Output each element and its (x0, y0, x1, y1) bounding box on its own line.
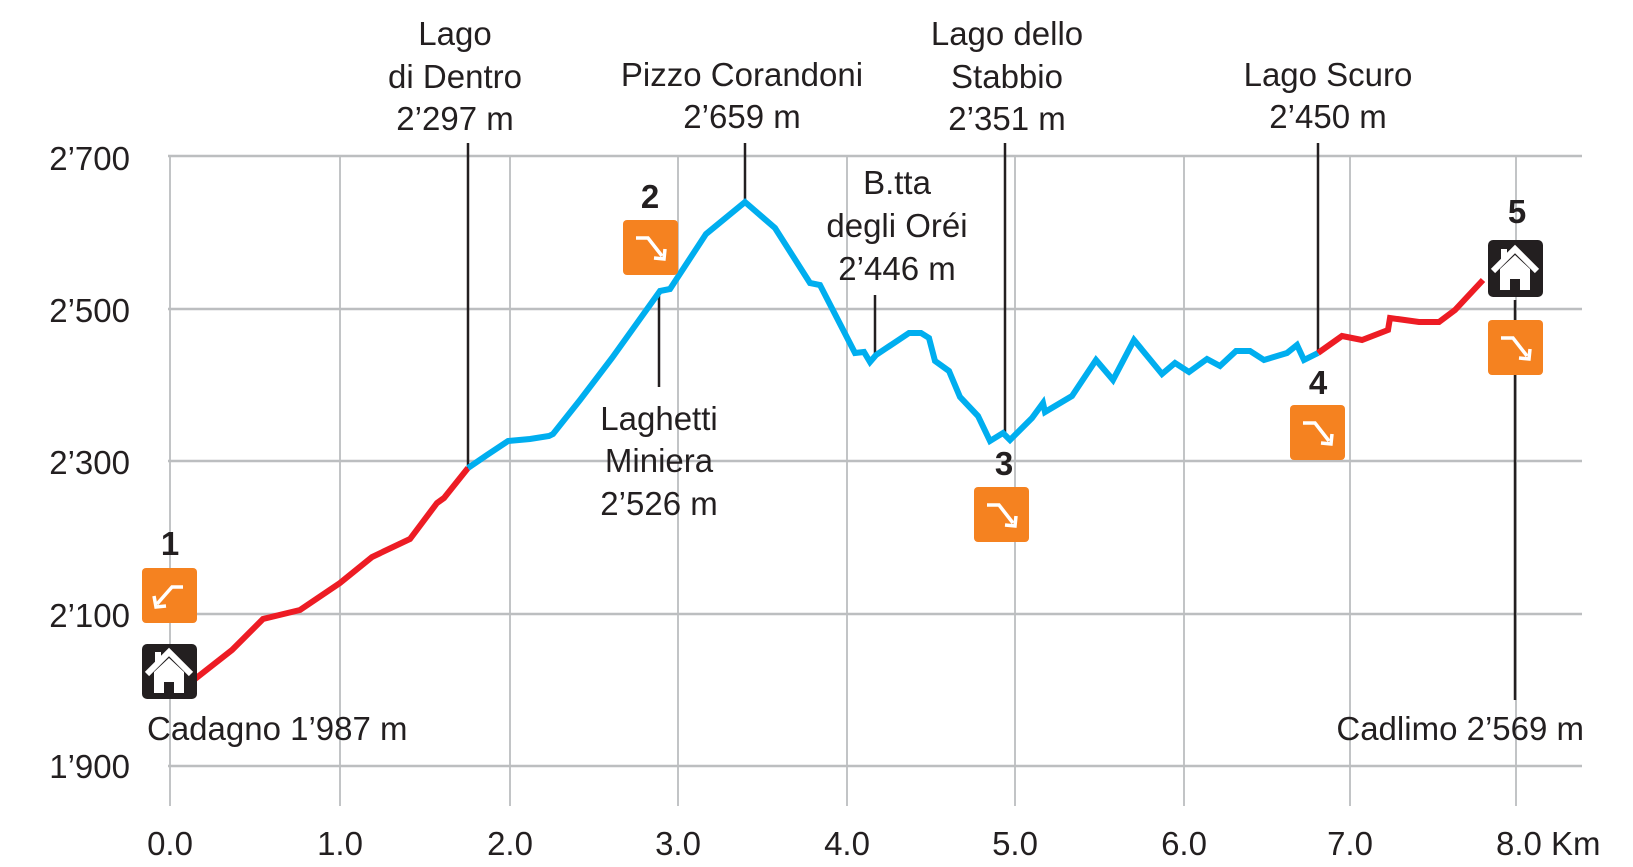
ascent-arrow-icon (142, 568, 197, 623)
svg-text:1: 1 (161, 525, 179, 562)
y-tick-2500: 2’500 (49, 292, 130, 329)
grid (168, 154, 1582, 768)
ascent-segment-red-end (1316, 277, 1486, 356)
x-tick-1: 1.0 (317, 825, 363, 862)
y-tick-2700: 2’700 (49, 140, 130, 177)
svg-text:4: 4 (1309, 364, 1328, 401)
label-lago-scuro: Lago Scuro 2’450 m (1244, 56, 1413, 135)
label-laghetti-miniera: Laghetti Miniera 2’526 m (600, 400, 717, 522)
y-tick-2300: 2’300 (49, 444, 130, 481)
svg-text:2’351 m: 2’351 m (948, 100, 1065, 137)
svg-text:2’446 m: 2’446 m (838, 250, 955, 287)
svg-text:Lago: Lago (418, 15, 491, 52)
waypoint-2: 2 (623, 178, 678, 275)
label-pizzo-corandoni: Pizzo Corandoni 2’659 m (621, 56, 863, 135)
svg-text:2’450 m: 2’450 m (1269, 98, 1386, 135)
waypoint-3: 3 (974, 445, 1029, 542)
descent-arrow-icon (1488, 320, 1543, 375)
label-cadlimo: Cadlimo 2’569 m (1336, 710, 1584, 747)
svg-text:2’659 m: 2’659 m (683, 98, 800, 135)
x-tick-0: 0.0 (147, 825, 193, 862)
svg-text:Laghetti: Laghetti (600, 400, 717, 437)
hut-icon (1488, 240, 1543, 297)
y-axis: 2’700 2’500 2’300 2’100 1’900 (49, 140, 130, 785)
descent-arrow-icon (623, 220, 678, 275)
descent-arrow-icon (1290, 405, 1345, 460)
x-tick-2: 2.0 (487, 825, 533, 862)
waypoint-5: 5 (1488, 193, 1543, 375)
svg-text:3: 3 (995, 445, 1013, 482)
label-lago-di-dentro: Lago di Dentro 2’297 m (388, 15, 522, 137)
trail-segment-blue (466, 198, 1320, 471)
svg-text:Miniera: Miniera (605, 442, 714, 479)
label-btta-degli-orei: B.tta degli Oréi 2’446 m (826, 164, 967, 287)
x-tick-4: 4.0 (824, 825, 870, 862)
svg-text:Lago dello: Lago dello (931, 15, 1083, 52)
y-tick-2100: 2’100 (49, 597, 130, 634)
x-axis: 0.0 1.0 2.0 3.0 4.0 5.0 6.0 7.0 8.0 Km (147, 825, 1600, 862)
svg-text:Stabbio: Stabbio (951, 58, 1063, 95)
label-cadagno: Cadagno 1’987 m (147, 710, 408, 747)
svg-text:B.tta: B.tta (863, 164, 932, 201)
svg-text:Lago Scuro: Lago Scuro (1244, 56, 1413, 93)
y-tick-1900: 1’900 (49, 748, 130, 785)
svg-text:di Dentro: di Dentro (388, 58, 522, 95)
svg-text:5: 5 (1508, 193, 1526, 230)
svg-text:Pizzo Corandoni: Pizzo Corandoni (621, 56, 863, 93)
svg-text:2’297 m: 2’297 m (396, 100, 513, 137)
waypoint-4: 4 (1290, 364, 1345, 460)
descent-arrow-icon (974, 487, 1029, 542)
ascent-segment-red (193, 466, 471, 682)
x-tick-5: 5.0 (992, 825, 1038, 862)
x-tick-3: 3.0 (655, 825, 701, 862)
profile-line (193, 198, 1486, 682)
hut-icon (142, 644, 197, 699)
label-lago-dello-stabbio: Lago dello Stabbio 2’351 m (931, 15, 1083, 137)
x-tick-6: 6.0 (1161, 825, 1207, 862)
x-tick-7: 7.0 (1327, 825, 1373, 862)
svg-text:degli Oréi: degli Oréi (826, 207, 967, 244)
svg-text:2: 2 (641, 178, 659, 215)
x-tick-8: 8.0 Km (1496, 825, 1601, 862)
svg-text:2’526 m: 2’526 m (600, 485, 717, 522)
waypoint-1: 1 (142, 525, 197, 699)
